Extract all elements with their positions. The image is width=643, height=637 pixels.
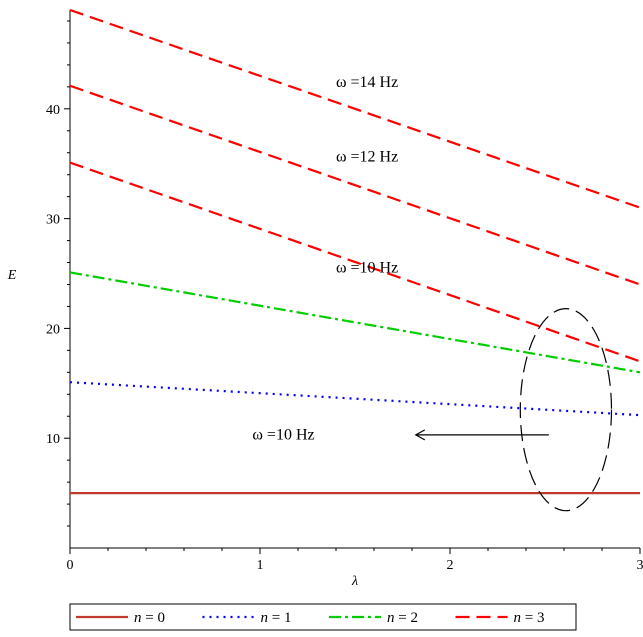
- y-tick-label: 10: [46, 432, 60, 447]
- x-tick-label: 3: [637, 558, 643, 573]
- legend-variable: n: [261, 610, 272, 626]
- legend-label: n = 3: [514, 610, 545, 626]
- grouping-ellipse: [519, 308, 613, 512]
- annotation-layer: ω =14 Hz ω =12 Hz ω =10 Hz ω =10 Hz: [252, 74, 613, 512]
- legend-value: = 2: [398, 610, 418, 626]
- y-axis-label: E: [7, 268, 17, 283]
- legend-variable: n: [387, 610, 398, 626]
- x-tick-label: 1: [257, 558, 264, 573]
- annotation-label: ω =14 Hz: [336, 74, 398, 91]
- annotation-label: ω =10 Hz: [252, 426, 314, 443]
- x-tick-label: 0: [67, 558, 74, 573]
- x-tick-label: 2: [447, 558, 454, 573]
- axes: 0 1 2 3 10 20 30 40: [46, 10, 643, 573]
- legend-value: = 3: [525, 610, 545, 626]
- legend-variable: n: [514, 610, 525, 626]
- annotation-label: ω =10 Hz: [336, 259, 398, 276]
- x-axis-label: λ: [351, 574, 358, 589]
- series-layer: [69, 8, 641, 495]
- series-line-4: [69, 84, 641, 286]
- y-tick-label: 40: [46, 103, 60, 118]
- y-tick-label: 30: [46, 213, 60, 228]
- legend-value: = 1: [272, 610, 292, 626]
- legend-value: = 0: [145, 610, 165, 626]
- legend-box: [69, 603, 577, 631]
- y-tick-label: 20: [46, 322, 60, 337]
- legend-label: n = 0: [134, 610, 165, 626]
- annotation-label: ω =12 Hz: [336, 149, 398, 166]
- legend-variable: n: [134, 610, 145, 626]
- series-line-5: [69, 8, 641, 209]
- series-line-2: [69, 271, 641, 374]
- series-line-3: [69, 161, 641, 363]
- legend-label: n = 1: [261, 610, 292, 626]
- annotation-arrow-head: [414, 429, 426, 441]
- series-line-1: [69, 381, 641, 417]
- legend-label: n = 2: [387, 610, 418, 626]
